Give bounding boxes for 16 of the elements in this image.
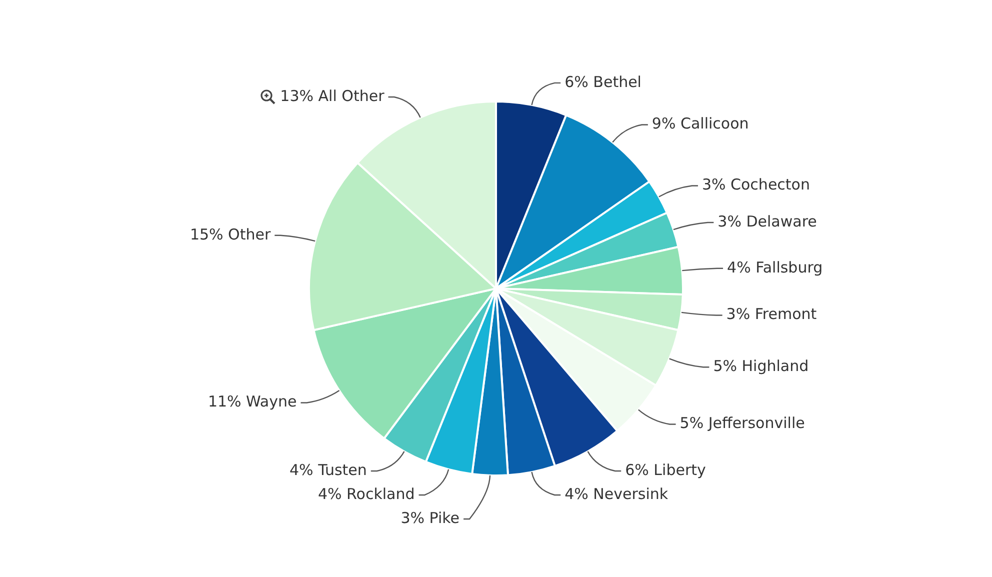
slice-label: 3% Pike — [400, 508, 460, 527]
slice-label: 6% Liberty — [625, 460, 706, 479]
slice-label: 5% Jeffersonville — [680, 414, 805, 432]
slice-label: 15% Other — [190, 225, 272, 244]
slice-label: 6% Bethel — [564, 72, 642, 91]
slice-label: 4% Fallsburg — [727, 258, 823, 276]
slice-label: 4% Neversink — [564, 484, 668, 503]
slice-label: 3% Delaware — [718, 212, 817, 230]
slice-label: 3% Fremont — [726, 305, 817, 324]
slice-label: 3% Cochecton — [702, 176, 810, 194]
slice-label: 4% Tusten — [290, 460, 367, 479]
slice-label: 13% All Other — [280, 86, 386, 105]
slice-label: 4% Rockland — [318, 484, 415, 503]
slice-label: 9% Callicoon — [652, 114, 749, 133]
slice-label: 11% Wayne — [208, 392, 297, 411]
slice-label: 5% Highland — [713, 356, 809, 375]
